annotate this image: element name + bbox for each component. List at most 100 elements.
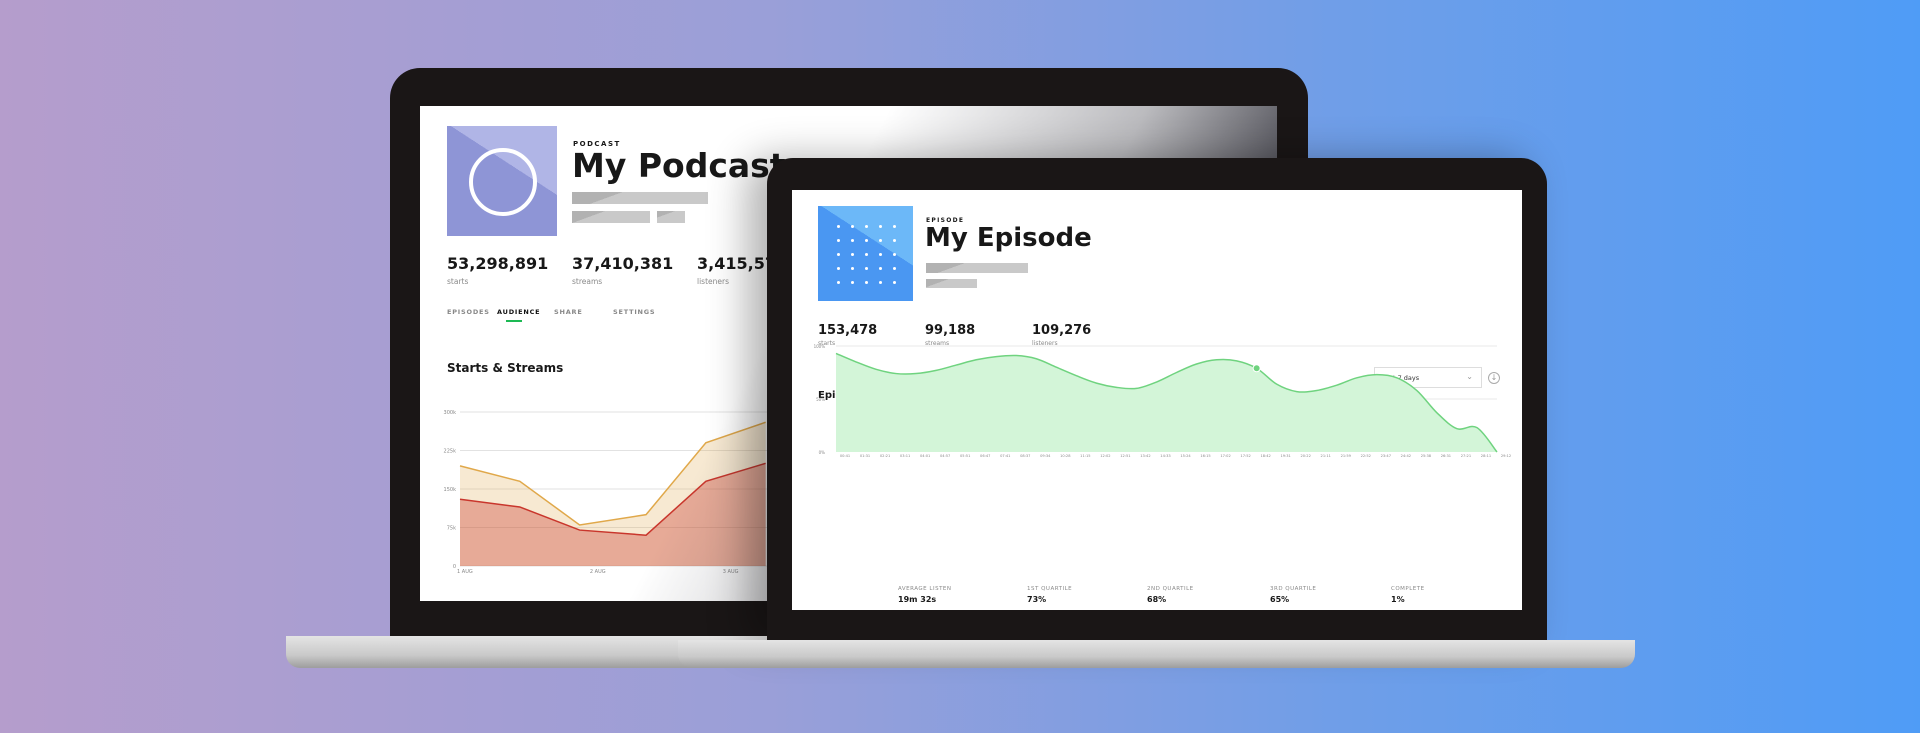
summary-value: 68% bbox=[1147, 595, 1167, 604]
stat-label: listeners bbox=[697, 277, 729, 286]
summary-value: 1% bbox=[1391, 595, 1405, 604]
y-tick-label: 75k bbox=[447, 526, 456, 532]
episode-artwork bbox=[818, 206, 913, 301]
x-tick-label: 2 AUG bbox=[590, 569, 606, 575]
y-tick-label: 150k bbox=[444, 487, 457, 493]
chevron-down-icon: ⌄ bbox=[1466, 372, 1473, 381]
x-tick-label: 28:11 bbox=[1481, 454, 1491, 458]
dot-icon bbox=[837, 239, 840, 242]
x-tick-label: 02:21 bbox=[880, 454, 890, 458]
x-tick-label: 10:28 bbox=[1060, 454, 1071, 458]
y-tick-label: 100% bbox=[814, 344, 826, 349]
x-tick-label: 13:42 bbox=[1140, 454, 1150, 458]
y-tick-label: 0 bbox=[453, 564, 456, 570]
placeholder-bar bbox=[926, 279, 977, 288]
dot-icon bbox=[851, 225, 854, 228]
x-tick-label: 12:02 bbox=[1100, 454, 1110, 458]
dot-icon bbox=[879, 253, 882, 256]
dot-icon bbox=[851, 239, 854, 242]
x-tick-label: 12:51 bbox=[1120, 454, 1130, 458]
summary-label: 1ST QUARTILE bbox=[1027, 586, 1073, 592]
x-tick-label: 16:15 bbox=[1200, 454, 1210, 458]
tab-share[interactable]: SHARE bbox=[554, 308, 583, 316]
dot-icon bbox=[879, 225, 882, 228]
type-label: EPISODE bbox=[926, 217, 965, 224]
dot-icon bbox=[837, 253, 840, 256]
x-tick-label: 08:37 bbox=[1020, 454, 1030, 458]
x-tick-label: 04:57 bbox=[940, 454, 950, 458]
x-tick-label: 29:12 bbox=[1501, 454, 1511, 458]
dot-icon bbox=[893, 281, 896, 284]
stat-value: 37,410,381 bbox=[572, 254, 674, 273]
dot-icon bbox=[879, 281, 882, 284]
tab-settings[interactable]: SETTINGS bbox=[613, 308, 656, 316]
x-tick-label: 21:59 bbox=[1341, 454, 1352, 458]
stat-label: listeners bbox=[1032, 340, 1058, 347]
x-tick-label: 19:31 bbox=[1280, 454, 1290, 458]
stat-label: streams bbox=[925, 340, 950, 347]
stat-value: 109,276 bbox=[1032, 323, 1092, 338]
x-tick-label: 23:47 bbox=[1381, 454, 1391, 458]
x-tick-label: 24:42 bbox=[1401, 454, 1411, 458]
dot-icon bbox=[893, 225, 896, 228]
dot-icon bbox=[893, 253, 896, 256]
stat-label: starts bbox=[447, 277, 469, 286]
x-tick-label: 27:21 bbox=[1461, 454, 1471, 458]
y-tick-label: 0% bbox=[819, 450, 826, 455]
dot-icon bbox=[851, 281, 854, 284]
download-icon[interactable]: ↓ bbox=[1488, 372, 1500, 384]
x-tick-label: 14:33 bbox=[1160, 454, 1170, 458]
dot-icon bbox=[865, 281, 868, 284]
x-tick-label: 11:15 bbox=[1080, 454, 1090, 458]
dot-icon bbox=[893, 239, 896, 242]
dot-icon bbox=[865, 267, 868, 270]
x-tick-label: 26:31 bbox=[1441, 454, 1451, 458]
episode-laptop-base bbox=[678, 640, 1635, 668]
x-tick-label: 1 AUG bbox=[457, 569, 473, 575]
x-tick-label: 09:34 bbox=[1040, 454, 1051, 458]
x-tick-label: 17:52 bbox=[1240, 454, 1250, 458]
x-tick-label: 18:42 bbox=[1260, 454, 1270, 458]
range-select-value: Last 7 days bbox=[1382, 374, 1420, 382]
episode-screen: EPISODE My Episode Last 7 days ⌄ ↓ Episo… bbox=[792, 190, 1522, 610]
x-tick-label: 00:41 bbox=[840, 454, 850, 458]
x-tick-label: 22:52 bbox=[1361, 454, 1371, 458]
x-tick-label: 20:22 bbox=[1301, 454, 1311, 458]
dot-icon bbox=[865, 225, 868, 228]
dot-icon bbox=[837, 267, 840, 270]
x-tick-label: 07:41 bbox=[1000, 454, 1010, 458]
dot-icon bbox=[851, 253, 854, 256]
highlight-point[interactable] bbox=[1252, 364, 1261, 373]
dot-icon bbox=[837, 225, 840, 228]
tab-episodes[interactable]: EPISODES bbox=[447, 308, 490, 316]
x-tick-label: 06:47 bbox=[980, 454, 990, 458]
x-tick-label: 03:11 bbox=[900, 454, 910, 458]
x-tick-label: 25:38 bbox=[1421, 454, 1432, 458]
dot-icon bbox=[837, 281, 840, 284]
performance-line bbox=[835, 352, 1498, 453]
tab-audience[interactable]: AUDIENCE bbox=[497, 308, 541, 316]
page-title: My Episode bbox=[925, 223, 1092, 253]
y-tick-label: 225k bbox=[444, 449, 457, 455]
summary-value: 65% bbox=[1270, 595, 1290, 604]
x-tick-label: 04:01 bbox=[920, 454, 930, 458]
y-tick-label: 50% bbox=[816, 397, 825, 402]
dot-icon bbox=[879, 239, 882, 242]
stat-label: streams bbox=[572, 277, 603, 286]
stat-value: 3,415,575 bbox=[697, 254, 788, 273]
x-tick-label: 21:11 bbox=[1321, 454, 1331, 458]
x-tick-label: 05:51 bbox=[960, 454, 970, 458]
active-tab-indicator bbox=[506, 320, 522, 322]
dot-icon bbox=[879, 267, 882, 270]
placeholder-bar bbox=[926, 263, 1028, 273]
dot-icon bbox=[851, 267, 854, 270]
summary-label: 2ND QUARTILE bbox=[1147, 586, 1194, 592]
summary-value: 19m 32s bbox=[898, 595, 937, 604]
x-tick-label: 15:24 bbox=[1180, 454, 1191, 458]
summary-value: 73% bbox=[1027, 595, 1047, 604]
stat-label: starts bbox=[818, 340, 836, 347]
performance-area bbox=[836, 353, 1497, 452]
x-tick-label: 3 AUG bbox=[723, 569, 739, 575]
x-tick-label: 17:02 bbox=[1220, 454, 1230, 458]
dot-icon bbox=[865, 239, 868, 242]
